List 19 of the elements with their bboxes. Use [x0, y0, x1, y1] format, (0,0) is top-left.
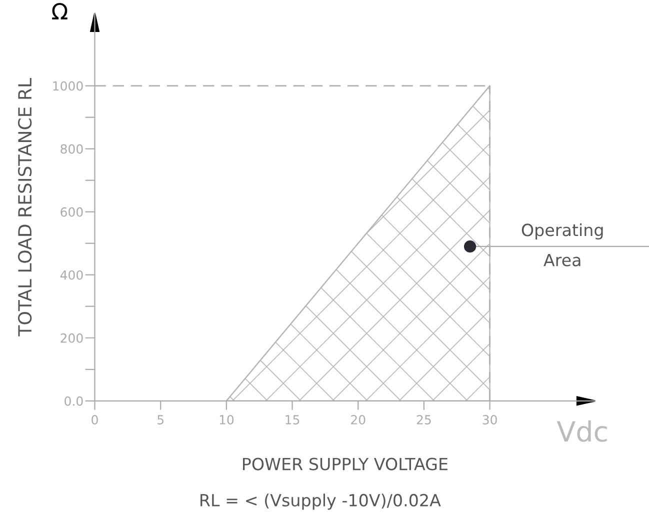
text: Ω — [52, 3, 68, 20]
x-tick-label: 20 — [351, 415, 366, 424]
y-tick-label: 800 — [60, 144, 83, 154]
y-axis-title: TOTAL LOAD RESISTANCE RL — [18, 78, 32, 336]
text: Vdc — [556, 420, 607, 442]
x-tick-label: 0 — [92, 415, 98, 424]
y-tick-label: 0.0 — [64, 396, 83, 406]
x-tick-label: 25 — [416, 415, 431, 424]
x-tick-label: 5 — [158, 415, 164, 424]
x-tick-label: 15 — [286, 415, 300, 424]
x-tick-label: 30 — [482, 415, 497, 424]
text: RL = < (Vsupply -10V)/0.02A — [200, 494, 441, 510]
y-tick-label: 1000 — [53, 81, 83, 91]
x-tick-label: 10 — [220, 415, 234, 424]
ref-line-label: Operating Area — [522, 223, 603, 266]
y-tick-label: 200 — [60, 333, 83, 343]
y-tick-label: 600 — [60, 207, 83, 217]
x-axis-title: POWER SUPPLY VOLTAGE — [243, 458, 448, 470]
y-tick-label: 400 — [60, 270, 83, 280]
